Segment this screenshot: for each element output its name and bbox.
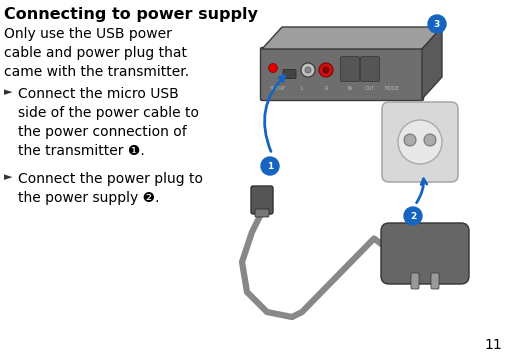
Polygon shape: [422, 27, 442, 99]
Text: OUT: OUT: [365, 86, 375, 91]
Circle shape: [269, 64, 277, 72]
Circle shape: [404, 207, 422, 225]
Circle shape: [301, 63, 315, 77]
Circle shape: [404, 134, 416, 146]
Circle shape: [428, 15, 446, 33]
Text: ►: ►: [4, 172, 13, 182]
Circle shape: [424, 134, 436, 146]
FancyBboxPatch shape: [261, 47, 424, 101]
Text: 1: 1: [267, 161, 273, 171]
Text: IN: IN: [347, 86, 353, 91]
Text: Connect the micro USB
side of the power cable to
the power connection of
the tra: Connect the micro USB side of the power …: [18, 87, 199, 158]
FancyBboxPatch shape: [251, 186, 273, 214]
Polygon shape: [262, 27, 442, 49]
Text: 11: 11: [484, 338, 502, 352]
FancyBboxPatch shape: [283, 70, 296, 79]
FancyBboxPatch shape: [361, 56, 379, 81]
Text: SETUP: SETUP: [270, 86, 285, 91]
Circle shape: [261, 157, 279, 175]
Text: Connect the power plug to
the power supply ❷.: Connect the power plug to the power supp…: [18, 172, 203, 205]
Circle shape: [323, 67, 329, 73]
FancyBboxPatch shape: [382, 102, 458, 182]
FancyBboxPatch shape: [411, 273, 419, 289]
Circle shape: [305, 67, 311, 73]
FancyBboxPatch shape: [255, 209, 269, 217]
Text: Connecting to power supply: Connecting to power supply: [4, 7, 258, 22]
FancyBboxPatch shape: [340, 56, 360, 81]
Text: L: L: [301, 86, 303, 91]
FancyBboxPatch shape: [431, 273, 439, 289]
Circle shape: [319, 63, 333, 77]
Text: ►: ►: [4, 87, 13, 97]
Circle shape: [398, 120, 442, 164]
Text: 2: 2: [410, 211, 416, 221]
FancyBboxPatch shape: [381, 223, 469, 284]
Text: MODE: MODE: [385, 86, 399, 91]
Text: 3: 3: [434, 20, 440, 29]
Text: Only use the USB power
cable and power plug that
came with the transmitter.: Only use the USB power cable and power p…: [4, 27, 189, 79]
Text: R: R: [324, 86, 328, 91]
